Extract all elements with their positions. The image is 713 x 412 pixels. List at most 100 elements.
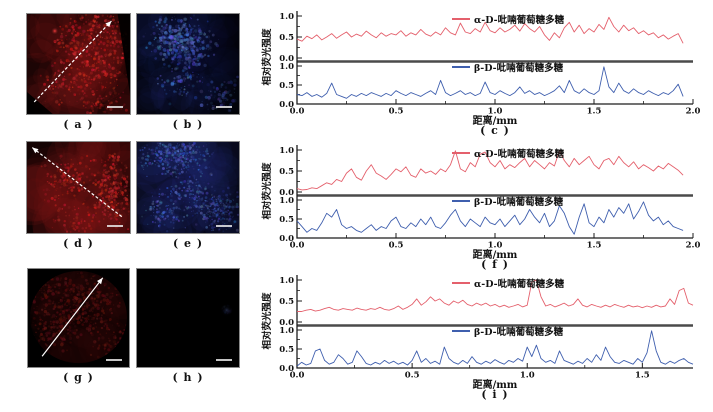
scale-bar bbox=[107, 225, 123, 227]
x-tick-label: 2.0 bbox=[686, 241, 701, 251]
legend-alpha: α-D-吡喃葡萄糖多糖 bbox=[452, 276, 564, 290]
micrograph-d bbox=[26, 141, 131, 234]
y-tick-label: 1.0 bbox=[279, 196, 294, 206]
scale-bar bbox=[216, 225, 232, 227]
x-tick-label: 1.5 bbox=[587, 241, 602, 251]
legend-beta: β-D-吡喃葡萄糖多糖 bbox=[452, 60, 563, 74]
x-tick-label: 0.0 bbox=[290, 107, 305, 117]
y-tick-label: 0.5 bbox=[279, 215, 294, 225]
micrograph-b-image bbox=[137, 14, 239, 114]
y-tick-label: 1.0 bbox=[279, 62, 294, 72]
legend-beta: β-D-吡喃葡萄糖多糖 bbox=[452, 194, 563, 208]
panel-letter-f: ( f ) bbox=[481, 258, 509, 271]
y-tick-label: 0.0 bbox=[279, 188, 294, 198]
micrograph-g bbox=[27, 268, 130, 368]
legend-line-blue bbox=[452, 200, 470, 202]
legend-label-alpha: α-D-吡喃葡萄糖多糖 bbox=[474, 279, 565, 290]
micrograph-g-image bbox=[28, 269, 129, 367]
x-tick-label: 1.5 bbox=[635, 371, 650, 381]
chart-c-plot: 0.00.51.00.00.51.00.0 0.5 1.0 1.5 2.0 bbox=[279, 11, 701, 117]
arrow-head bbox=[97, 277, 103, 285]
x-tick-label: 1.0 bbox=[488, 107, 503, 117]
legend-line-blue bbox=[452, 66, 470, 68]
x-tick-label: 0.0 bbox=[290, 241, 305, 251]
line-scan-arrow bbox=[31, 146, 123, 218]
micrograph-e-image bbox=[137, 142, 239, 233]
y-tick-label: 0.5 bbox=[279, 345, 294, 355]
y-tick-label: 1.0 bbox=[279, 276, 294, 286]
line-scan-arrow bbox=[41, 277, 104, 357]
scale-bar bbox=[107, 106, 123, 108]
micrograph-e bbox=[136, 141, 240, 234]
legend-line-blue bbox=[452, 330, 470, 332]
micrograph-label-a: ( a ) bbox=[63, 118, 94, 131]
x-tick-label: 0.5 bbox=[389, 107, 404, 117]
micrograph-h bbox=[136, 268, 240, 368]
y-tick-label: 0.5 bbox=[279, 297, 294, 307]
trace-bottom bbox=[296, 330, 694, 367]
legend-label-alpha: α-D-吡喃葡萄糖多糖 bbox=[474, 149, 565, 160]
x-tick-label: 1.0 bbox=[488, 241, 503, 251]
y-axis-label: 相对荧光强度 bbox=[262, 28, 273, 86]
y-tick-label: 0.0 bbox=[279, 364, 294, 374]
legend-label-alpha: α-D-吡喃葡萄糖多糖 bbox=[474, 15, 565, 26]
micrograph-label-b: ( b ) bbox=[172, 118, 204, 131]
y-tick-label: 0.5 bbox=[279, 33, 294, 43]
y-tick-label: 0.0 bbox=[279, 100, 294, 110]
y-tick-label: 0.0 bbox=[279, 54, 294, 64]
legend-alpha: α-D-吡喃葡萄糖多糖 bbox=[452, 146, 564, 160]
x-tick-label: 1.5 bbox=[587, 107, 602, 117]
panel-letter-c: ( c ) bbox=[480, 124, 510, 137]
trace-top bbox=[297, 279, 694, 312]
trace-top bbox=[296, 150, 684, 191]
legend-line-red bbox=[452, 18, 470, 20]
x-tick-label: 0.5 bbox=[389, 241, 404, 251]
trace-top bbox=[296, 16, 684, 44]
arrow-head bbox=[105, 21, 112, 28]
y-tick-label: 1.0 bbox=[279, 326, 294, 336]
legend-alpha: α-D-吡喃葡萄糖多糖 bbox=[452, 12, 564, 26]
x-tick-label: 2.0 bbox=[686, 107, 701, 117]
y-tick-label: 0.5 bbox=[279, 81, 294, 91]
x-axis-label: 距离/mm bbox=[472, 116, 518, 127]
chart-f: 0.0 0.5 1.0 0.0 0.5 1.0 0.0 0.5 1.0 1.5 2.0 相对荧光强度… bbox=[256, 138, 708, 272]
panel-letter-i: ( i ) bbox=[481, 388, 509, 401]
chart-i-plot: 0.00.51.00.00.51.00.0 0.5 1.0 1.5 bbox=[279, 275, 694, 381]
micrograph-a-image bbox=[27, 14, 130, 114]
legend-label-beta: β-D-吡喃葡萄糖多糖 bbox=[474, 197, 564, 208]
scale-bar bbox=[216, 359, 232, 361]
micrograph-label-g: ( g ) bbox=[63, 371, 94, 384]
micrograph-a bbox=[26, 13, 131, 115]
x-tick-label: 1.0 bbox=[520, 371, 535, 381]
x-axis-label: 距离/mm bbox=[472, 250, 518, 261]
y-tick-label: 0.0 bbox=[279, 234, 294, 244]
micrograph-b bbox=[136, 13, 240, 115]
trace-bottom bbox=[296, 201, 684, 235]
chart-c: 0.0 0.5 1.0 0.0 0.5 1.0 0.0 0.5 1.0 1.5 2.0 相对荧光强度… bbox=[256, 4, 708, 138]
y-tick-label: 0.5 bbox=[279, 167, 294, 177]
arrow-head bbox=[32, 147, 39, 154]
x-axis-label: 距离/mm bbox=[472, 380, 518, 391]
y-axis-label: 相对荧光强度 bbox=[262, 292, 273, 350]
legend-beta: β-D-吡喃葡萄糖多糖 bbox=[452, 324, 563, 338]
legend-line-red bbox=[452, 152, 470, 154]
micrograph-label-e: ( e ) bbox=[172, 237, 204, 250]
scale-bar bbox=[216, 106, 232, 108]
y-tick-label: 1.0 bbox=[279, 12, 294, 22]
line-scan-arrow bbox=[33, 20, 112, 103]
y-axis-label: 相对荧光强度 bbox=[262, 162, 273, 220]
chart-i: 0.0 0.5 1.0 0.0 0.5 1.0 0.0 0.5 1.0 1.5 相对荧光强度 α-… bbox=[256, 268, 708, 402]
legend-label-beta: β-D-吡喃葡萄糖多糖 bbox=[474, 327, 564, 338]
y-tick-label: 1.0 bbox=[279, 146, 294, 156]
legend-line-red bbox=[452, 282, 470, 284]
micrograph-label-d: ( d ) bbox=[63, 237, 94, 250]
micrograph-h-image bbox=[137, 269, 239, 367]
x-tick-label: 0.5 bbox=[405, 371, 420, 381]
chart-f-plot: 0.00.51.00.00.51.00.0 0.5 1.0 1.5 2.0 bbox=[279, 145, 701, 251]
y-tick-label: 0.0 bbox=[279, 318, 294, 328]
scale-bar bbox=[106, 359, 122, 361]
legend-label-beta: β-D-吡喃葡萄糖多糖 bbox=[474, 63, 564, 74]
micrograph-label-h: ( h ) bbox=[172, 371, 204, 384]
x-tick-label: 0.0 bbox=[290, 371, 305, 381]
